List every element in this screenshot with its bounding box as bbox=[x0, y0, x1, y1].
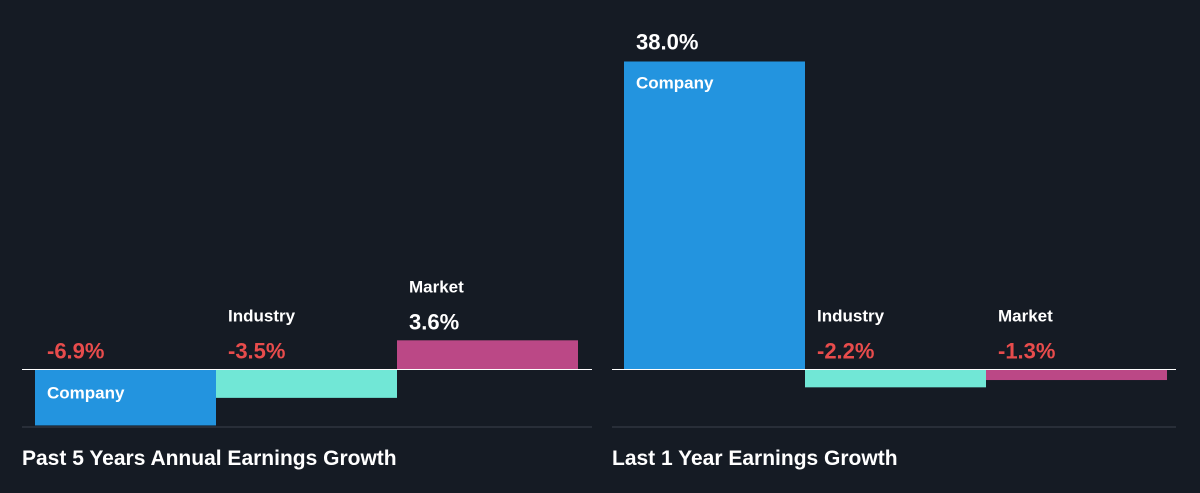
bars bbox=[624, 61, 1167, 388]
last-1-year-panel: Last 1 Year Earnings Growth 38.0% Company… bbox=[612, 30, 1176, 470]
company-value-label: -6.9% bbox=[47, 339, 104, 364]
company-category-label: Company bbox=[47, 384, 125, 403]
industry-value-label: -2.2% bbox=[817, 339, 874, 364]
market-category-label: Market bbox=[998, 307, 1053, 326]
bars bbox=[35, 340, 578, 426]
industry-bar bbox=[805, 369, 986, 388]
company-bar bbox=[35, 369, 216, 426]
market-bar bbox=[397, 340, 578, 370]
company-bar bbox=[624, 61, 805, 370]
industry-bar bbox=[216, 369, 397, 398]
past-5-years-panel: Past 5 Years Annual Earnings Growth -6.9… bbox=[22, 277, 592, 470]
market-category-label: Market bbox=[409, 277, 464, 296]
market-value-label: 3.6% bbox=[409, 309, 459, 334]
industry-category-label: Industry bbox=[817, 307, 885, 326]
chart-title: Past 5 Years Annual Earnings Growth bbox=[22, 447, 397, 470]
chart-title: Last 1 Year Earnings Growth bbox=[612, 447, 898, 470]
market-bar bbox=[986, 369, 1167, 381]
market-value-label: -1.3% bbox=[998, 339, 1055, 364]
company-category-label: Company bbox=[636, 74, 714, 93]
industry-category-label: Industry bbox=[228, 307, 296, 326]
company-value-label: 38.0% bbox=[636, 30, 698, 55]
industry-value-label: -3.5% bbox=[228, 339, 285, 364]
